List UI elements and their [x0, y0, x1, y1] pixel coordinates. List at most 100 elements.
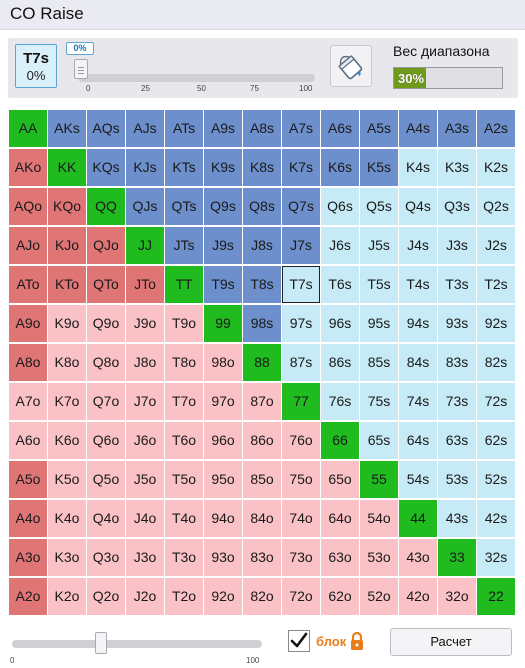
- hand-cell[interactable]: A6s: [321, 110, 359, 147]
- hand-cell[interactable]: T5s: [360, 266, 398, 303]
- hand-cell[interactable]: 94o: [204, 500, 242, 537]
- hand-cell[interactable]: 98o: [204, 344, 242, 381]
- hand-cell[interactable]: J9s: [204, 227, 242, 264]
- hand-cell[interactable]: 65o: [321, 461, 359, 498]
- hand-cell[interactable]: 43o: [399, 539, 437, 576]
- hand-cell[interactable]: A4s: [399, 110, 437, 147]
- hand-cell[interactable]: K3s: [438, 149, 476, 186]
- hand-cell[interactable]: 95s: [360, 305, 398, 342]
- hand-cell[interactable]: K5o: [48, 461, 86, 498]
- hand-cell[interactable]: 97s: [282, 305, 320, 342]
- hand-cell[interactable]: 82s: [477, 344, 515, 381]
- hand-cell[interactable]: 73o: [282, 539, 320, 576]
- hand-cell[interactable]: K9s: [204, 149, 242, 186]
- hand-cell[interactable]: 73s: [438, 383, 476, 420]
- hand-cell[interactable]: K4s: [399, 149, 437, 186]
- hand-cell[interactable]: 33: [438, 539, 476, 576]
- hand-cell[interactable]: T6s: [321, 266, 359, 303]
- hand-cell[interactable]: J2s: [477, 227, 515, 264]
- hand-cell[interactable]: KJs: [126, 149, 164, 186]
- hand-cell[interactable]: 63o: [321, 539, 359, 576]
- hand-cell[interactable]: K6s: [321, 149, 359, 186]
- paint-bucket-button[interactable]: [330, 45, 372, 87]
- hand-cell[interactable]: 83o: [243, 539, 281, 576]
- hand-cell[interactable]: 96s: [321, 305, 359, 342]
- hand-cell[interactable]: KQo: [48, 188, 86, 225]
- hand-cell[interactable]: Q3o: [87, 539, 125, 576]
- hand-cell[interactable]: TT: [165, 266, 203, 303]
- hand-cell[interactable]: KK: [48, 149, 86, 186]
- hand-cell[interactable]: K9o: [48, 305, 86, 342]
- hand-cell[interactable]: AJs: [126, 110, 164, 147]
- hand-cell[interactable]: J4s: [399, 227, 437, 264]
- hand-cell[interactable]: Q9o: [87, 305, 125, 342]
- hand-cell[interactable]: Q2o: [87, 578, 125, 615]
- hand-cell[interactable]: 87s: [282, 344, 320, 381]
- hand-cell[interactable]: QQ: [87, 188, 125, 225]
- hand-cell[interactable]: 82o: [243, 578, 281, 615]
- hand-cell[interactable]: 62o: [321, 578, 359, 615]
- hand-cell[interactable]: Q8s: [243, 188, 281, 225]
- hand-cell[interactable]: KTo: [48, 266, 86, 303]
- hand-cell[interactable]: A9o: [9, 305, 47, 342]
- hand-cell[interactable]: AA: [9, 110, 47, 147]
- hand-cell[interactable]: A9s: [204, 110, 242, 147]
- hand-cell[interactable]: T4o: [165, 500, 203, 537]
- hand-cell[interactable]: 93o: [204, 539, 242, 576]
- hand-cell[interactable]: 85s: [360, 344, 398, 381]
- hand-cell[interactable]: 75s: [360, 383, 398, 420]
- hand-cell[interactable]: J6s: [321, 227, 359, 264]
- hand-cell[interactable]: K6o: [48, 422, 86, 459]
- hand-cell[interactable]: J6o: [126, 422, 164, 459]
- frequency-slider-thumb[interactable]: [74, 59, 88, 79]
- hand-cell[interactable]: T3s: [438, 266, 476, 303]
- range-slider-thumb[interactable]: [95, 632, 108, 654]
- hand-cell[interactable]: 94s: [399, 305, 437, 342]
- hand-cell[interactable]: AKs: [48, 110, 86, 147]
- hand-cell[interactable]: KQs: [87, 149, 125, 186]
- hand-cell[interactable]: 99: [204, 305, 242, 342]
- hand-cell[interactable]: K8o: [48, 344, 86, 381]
- hand-cell[interactable]: 65s: [360, 422, 398, 459]
- hand-cell[interactable]: K5s: [360, 149, 398, 186]
- hand-cell[interactable]: 83s: [438, 344, 476, 381]
- hand-cell[interactable]: T8o: [165, 344, 203, 381]
- hand-cell[interactable]: T5o: [165, 461, 203, 498]
- hand-cell[interactable]: J5o: [126, 461, 164, 498]
- hand-cell[interactable]: 54o: [360, 500, 398, 537]
- hand-cell[interactable]: 96o: [204, 422, 242, 459]
- hand-cell[interactable]: J8s: [243, 227, 281, 264]
- hand-cell[interactable]: K7s: [282, 149, 320, 186]
- hand-cell[interactable]: 32s: [477, 539, 515, 576]
- range-slider[interactable]: 0 100: [8, 626, 268, 666]
- hand-cell[interactable]: K7o: [48, 383, 86, 420]
- hand-cell[interactable]: 52o: [360, 578, 398, 615]
- hand-cell[interactable]: A5o: [9, 461, 47, 498]
- hand-cell[interactable]: 85o: [243, 461, 281, 498]
- hand-cell[interactable]: 93s: [438, 305, 476, 342]
- hand-cell[interactable]: 64s: [399, 422, 437, 459]
- hand-cell[interactable]: A2o: [9, 578, 47, 615]
- hand-cell[interactable]: JTo: [126, 266, 164, 303]
- hand-cell[interactable]: A2s: [477, 110, 515, 147]
- hand-cell[interactable]: J9o: [126, 305, 164, 342]
- hand-cell[interactable]: 92o: [204, 578, 242, 615]
- hand-cell[interactable]: KJo: [48, 227, 86, 264]
- hand-cell[interactable]: QJo: [87, 227, 125, 264]
- hand-cell[interactable]: 74s: [399, 383, 437, 420]
- hand-cell[interactable]: A6o: [9, 422, 47, 459]
- hand-cell[interactable]: T7s: [282, 266, 320, 303]
- hand-cell[interactable]: Q5o: [87, 461, 125, 498]
- hand-cell[interactable]: J3s: [438, 227, 476, 264]
- hand-cell[interactable]: 42o: [399, 578, 437, 615]
- calculate-button[interactable]: Расчет: [390, 628, 512, 656]
- hand-cell[interactable]: Q7s: [282, 188, 320, 225]
- hand-cell[interactable]: A7o: [9, 383, 47, 420]
- hand-cell[interactable]: A3o: [9, 539, 47, 576]
- hand-cell[interactable]: K8s: [243, 149, 281, 186]
- hand-cell[interactable]: Q5s: [360, 188, 398, 225]
- hand-cell[interactable]: 75o: [282, 461, 320, 498]
- hand-cell[interactable]: QTs: [165, 188, 203, 225]
- hand-cell[interactable]: A3s: [438, 110, 476, 147]
- hand-cell[interactable]: K3o: [48, 539, 86, 576]
